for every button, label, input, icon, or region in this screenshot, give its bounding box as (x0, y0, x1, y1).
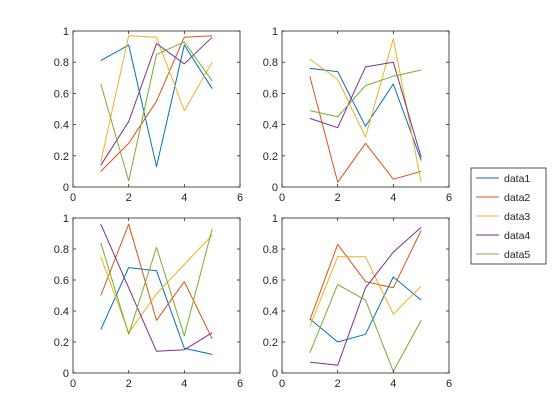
legend-label-data3: data3 (504, 211, 530, 223)
series-line-data1 (309, 67, 422, 161)
x-tick-label: 6 (446, 192, 452, 204)
series-line-data1 (100, 44, 213, 168)
legend-item-data1: data1 (476, 173, 530, 185)
y-tick-label: 0.4 (263, 120, 278, 132)
legend-item-data5: data5 (476, 249, 530, 261)
x-tick-label: 4 (181, 192, 187, 204)
series-line-data5 (100, 41, 213, 182)
x-tick-label: 2 (335, 378, 341, 390)
series-line-data1 (309, 276, 422, 343)
y-tick-label: 1 (63, 213, 69, 225)
series-line-data3 (100, 234, 213, 334)
y-tick-label: 1 (272, 213, 278, 225)
y-tick-label: 0.4 (54, 306, 69, 318)
y-tick-label: 0.4 (263, 306, 278, 318)
y-tick-label: 0.6 (263, 275, 278, 287)
subplot-grid: 0 2 4 600.20.40.60.810 2 4 600.20.40.60.810 2 4 6… (54, 26, 452, 390)
y-tick-label: 0.8 (263, 57, 278, 69)
series-line-data1 (100, 267, 213, 355)
y-tick-label: 0.2 (54, 151, 69, 163)
legend-item-data3: data3 (476, 211, 530, 223)
x-tick-label: 6 (237, 192, 243, 204)
series-line-data3 (309, 38, 422, 183)
subplot-bottom-left: 0 2 4 6 0 0.2 0.4 0.6 0.8 1 (54, 213, 243, 390)
legend: data1 data2 data3 data4 data5 (470, 167, 547, 265)
x-tick-label: 0 (70, 192, 76, 204)
y-tick-label: 0 (272, 182, 278, 194)
legend-label-data5: data5 (504, 249, 530, 261)
legend-item-data2: data2 (476, 192, 530, 204)
y-tick-label: 0 (272, 368, 278, 380)
y-tick-label: 0 (63, 182, 69, 194)
x-tick-label: 4 (390, 378, 396, 390)
y-tick-label: 0.6 (54, 275, 69, 287)
legend-item-data4: data4 (476, 230, 530, 242)
legend-box (470, 167, 547, 265)
y-tick-label: 0.2 (263, 337, 278, 349)
y-tick-label: 1 (272, 26, 278, 38)
y-tick-label: 0 (63, 368, 69, 380)
y-tick-label: 0.6 (54, 88, 69, 100)
axes-background (73, 218, 240, 373)
series-line-data3 (100, 35, 213, 163)
y-tick-label: 0.8 (263, 244, 278, 256)
series-line-data5 (100, 228, 213, 337)
x-tick-label: 0 (70, 378, 76, 390)
x-tick-label: 4 (181, 378, 187, 390)
y-tick-label: 0.4 (54, 120, 69, 132)
series-line-data2 (309, 76, 422, 183)
subplot-top-left: 0 2 4 6 0 0.2 0.4 0.6 0.8 1 (54, 26, 243, 204)
y-tick-label: 0.8 (54, 244, 69, 256)
x-tick-label: 0 (279, 378, 285, 390)
series-line-data2 (100, 35, 213, 172)
y-tick-label: 0.2 (263, 151, 278, 163)
axes-box (281, 217, 450, 374)
axes-box (72, 217, 241, 374)
legend-label-data4: data4 (504, 230, 530, 242)
x-tick-label: 2 (335, 192, 341, 204)
subplot-bottom-right: 0 2 4 6 0 0.2 0.4 0.6 0.8 1 (263, 213, 452, 390)
series-line-data2 (309, 230, 422, 321)
legend-label-data1: data1 (504, 173, 530, 185)
subplot-top-right: 0 2 4 6 0 0.2 0.4 0.6 0.8 1 (263, 26, 452, 204)
x-tick-label: 2 (126, 192, 132, 204)
series-line-data5 (309, 284, 422, 372)
axes-background (282, 31, 449, 187)
x-tick-label: 6 (446, 378, 452, 390)
series-line-data4 (309, 61, 422, 158)
series-line-data3 (309, 256, 422, 327)
axes-box (72, 30, 241, 188)
legend-label-data2: data2 (504, 192, 530, 204)
y-tick-label: 1 (63, 26, 69, 38)
series-line-data4 (100, 223, 213, 352)
y-tick-label: 0.8 (54, 57, 69, 69)
y-tick-label: 0.2 (54, 337, 69, 349)
series-line-data5 (309, 69, 422, 118)
axes-box (281, 30, 450, 188)
x-tick-label: 2 (126, 378, 132, 390)
y-tick-label: 0.6 (263, 88, 278, 100)
x-tick-label: 6 (237, 378, 243, 390)
x-tick-label: 0 (279, 192, 285, 204)
x-tick-label: 4 (390, 192, 396, 204)
series-line-data4 (309, 226, 422, 366)
axes-background (282, 218, 449, 373)
